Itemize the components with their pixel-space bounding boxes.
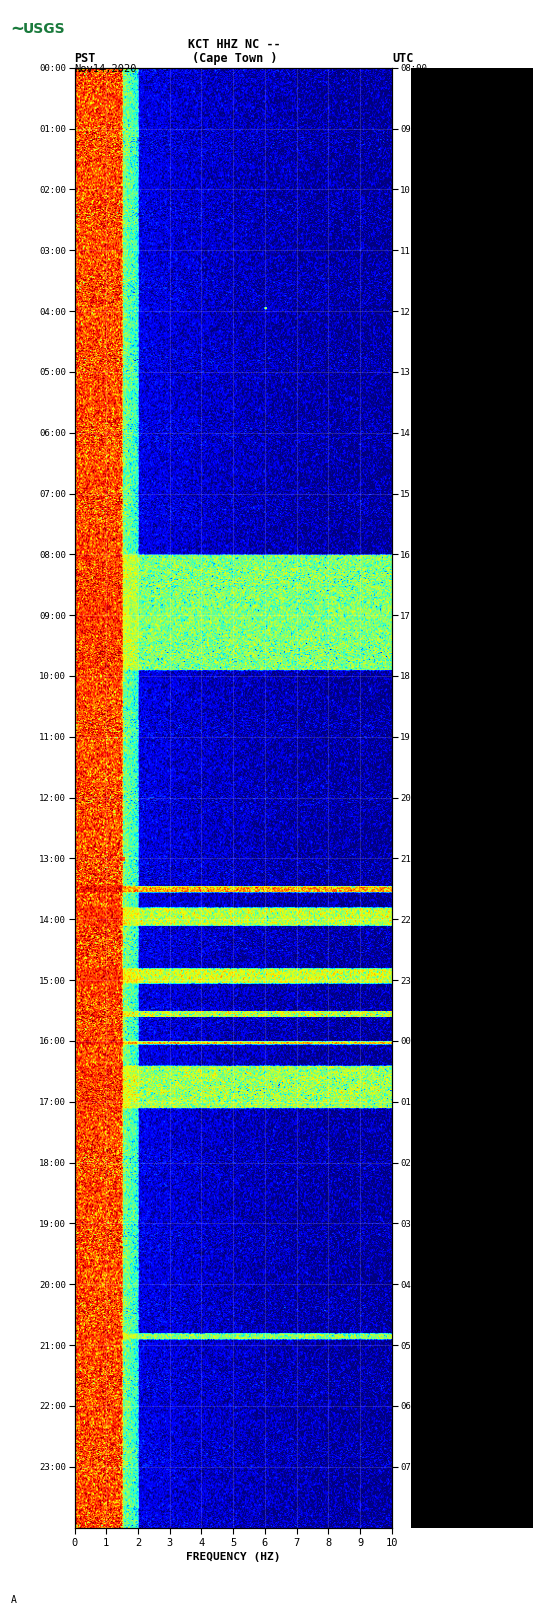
- Text: Nov14,2020: Nov14,2020: [75, 65, 137, 74]
- Text: A: A: [11, 1595, 17, 1605]
- Text: KCT HHZ NC --: KCT HHZ NC --: [188, 37, 281, 52]
- X-axis label: FREQUENCY (HZ): FREQUENCY (HZ): [186, 1552, 280, 1561]
- Text: ~: ~: [10, 19, 24, 39]
- Text: USGS: USGS: [23, 23, 66, 35]
- Text: UTC: UTC: [392, 52, 413, 65]
- Text: PST: PST: [75, 52, 96, 65]
- Text: (Cape Town ): (Cape Town ): [192, 52, 277, 65]
